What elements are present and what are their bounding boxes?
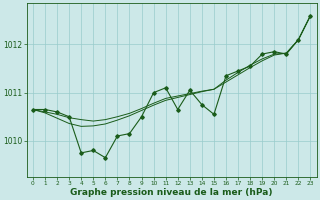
X-axis label: Graphe pression niveau de la mer (hPa): Graphe pression niveau de la mer (hPa) xyxy=(70,188,273,197)
